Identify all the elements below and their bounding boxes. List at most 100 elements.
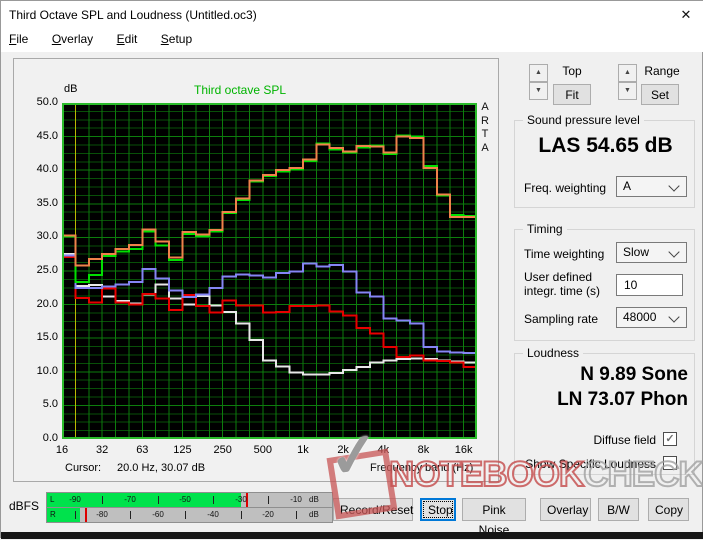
- chevron-down-icon: [668, 311, 680, 323]
- show-specific-loudness-checkbox[interactable]: [663, 456, 677, 470]
- freq-weighting-value: A: [623, 179, 632, 193]
- x-tick-label: 500: [253, 444, 272, 456]
- meter-peak-marker: [85, 508, 87, 522]
- meter-unit-label: dB: [309, 510, 319, 519]
- y-tick-label: 0.0: [42, 432, 58, 444]
- meter-scale-label: -60: [152, 510, 164, 519]
- meter-tick: [296, 511, 297, 519]
- diffuse-field-label: Diffuse field: [593, 433, 656, 447]
- overlay-button[interactable]: Overlay: [540, 498, 591, 521]
- range-spin-up-icon[interactable]: ▲: [618, 64, 637, 82]
- x-tick-label: 16: [55, 444, 69, 456]
- fit-button[interactable]: Fit: [553, 84, 591, 105]
- set-button[interactable]: Set: [641, 84, 679, 105]
- meter-scale-label: -40: [207, 510, 219, 519]
- plot-title: Third octave SPL: [194, 83, 287, 97]
- time-weighting-label: Time weighting: [524, 247, 605, 261]
- sound-pressure-group-title: Sound pressure level: [523, 113, 644, 127]
- x-tick-label: 250: [213, 444, 232, 456]
- x-tick-label: 1k: [297, 444, 309, 456]
- meter-scale-label: -10: [290, 495, 302, 504]
- sampling-rate-select[interactable]: 48000: [616, 307, 687, 328]
- meter-peak-marker: [246, 493, 248, 507]
- y-tick-label: 50.0: [36, 96, 58, 108]
- meter-scale-label: -50: [179, 495, 191, 504]
- x-tick-label: 4k: [377, 444, 390, 456]
- title-bar: Third Octave SPL and Loudness (Untitled.…: [1, 1, 703, 29]
- series-blue: [62, 254, 477, 354]
- meter-level-fill: [47, 508, 80, 522]
- show-specific-loudness-label: Show Specific Loudness: [525, 457, 656, 471]
- y-tick-label: 45.0: [36, 129, 58, 142]
- loudness-n-value: N 9.89 Sone: [580, 364, 688, 385]
- menu-file[interactable]: File: [9, 32, 29, 46]
- cursor-value: 20.0 Hz, 30.07 dB: [117, 462, 206, 474]
- sound-pressure-group: Sound pressure level LAS 54.65 dB Freq. …: [514, 113, 695, 208]
- diffuse-field-checkbox[interactable]: ✓: [663, 432, 677, 446]
- pink-noise-button[interactable]: Pink Noise: [462, 498, 526, 537]
- y-tick-label: 20.0: [36, 297, 58, 310]
- time-weighting-value: Slow: [623, 245, 650, 259]
- meter-tick: [130, 511, 131, 519]
- x-tick-label: 16k: [454, 444, 473, 456]
- meter-scale-label: -30: [235, 495, 247, 504]
- meter-tick: [102, 496, 103, 504]
- top-spin-down-icon[interactable]: ▼: [529, 82, 548, 100]
- x-tick-label: 8k: [417, 444, 430, 456]
- series-red: [62, 255, 477, 369]
- x-tick-label: 125: [173, 444, 192, 456]
- timing-group: Timing Time weighting Slow User defined …: [514, 222, 695, 341]
- meter-unit-label: dB: [309, 495, 319, 504]
- close-icon[interactable]: ✕: [680, 7, 692, 22]
- y-tick-label: 35.0: [36, 196, 58, 209]
- freq-weighting-select[interactable]: A: [616, 176, 687, 197]
- menu-overlay[interactable]: Overlay: [51, 32, 94, 46]
- range-spinner: ▲ ▼: [618, 64, 637, 100]
- integr-time-label: User defined integr. time (s): [524, 270, 601, 298]
- cursor-status-row: Cursor: 20.0 Hz, 30.07 dB Frequency band…: [14, 462, 500, 476]
- stop-button[interactable]: Stop: [420, 498, 456, 521]
- time-weighting-select[interactable]: Slow: [616, 242, 687, 263]
- record-reset-button[interactable]: Record/Reset: [333, 498, 413, 521]
- bw-button[interactable]: B/W: [598, 498, 639, 521]
- series-orange: [62, 135, 477, 267]
- chevron-down-icon: [668, 180, 680, 192]
- loudness-ln-value: LN 73.07 Phon: [557, 389, 688, 410]
- freq-weighting-label: Freq. weighting: [524, 181, 607, 195]
- meter-scale-label: -90: [69, 495, 81, 504]
- menu-edit[interactable]: Edit: [116, 32, 138, 46]
- loudness-group-title: Loudness: [523, 346, 584, 360]
- spl-value: LAS 54.65 dB: [538, 134, 673, 157]
- copy-button[interactable]: Copy: [648, 498, 689, 521]
- plot-frame: [62, 103, 477, 439]
- menu-setup[interactable]: Setup: [160, 32, 193, 46]
- y-tick-label: 5.0: [42, 398, 58, 411]
- meter-tick: [241, 511, 242, 519]
- range-label: Range: [644, 64, 680, 78]
- y-tick-label: 30.0: [36, 230, 58, 243]
- meter-tick: [268, 496, 269, 504]
- sampling-rate-value: 48000: [623, 310, 657, 324]
- top-label: Top: [562, 64, 582, 78]
- meter-scale-label: -70: [124, 495, 136, 504]
- window-header: Third Octave SPL and Loudness (Untitled.…: [1, 1, 703, 52]
- window-bottom-border: [1, 532, 703, 539]
- range-spin-down-icon[interactable]: ▼: [618, 82, 637, 100]
- menu-bar: File Overlay Edit Setup: [3, 29, 205, 51]
- top-spin-up-icon[interactable]: ▲: [529, 64, 548, 82]
- y-tick-label: 15.0: [36, 331, 58, 344]
- sampling-rate-label: Sampling rate: [524, 312, 599, 326]
- spl-plot[interactable]: [62, 103, 477, 439]
- x-tick-label: 2k: [337, 444, 349, 456]
- timing-group-title: Timing: [523, 222, 567, 236]
- chevron-down-icon: [668, 246, 680, 258]
- x-axis-title: Frequency band (Hz): [370, 462, 474, 474]
- y-axis-unit-label: dB: [64, 83, 78, 95]
- integr-time-input[interactable]: 10: [616, 274, 683, 296]
- meter-channel-label: L: [50, 495, 55, 504]
- x-tick-label: 32: [96, 444, 109, 456]
